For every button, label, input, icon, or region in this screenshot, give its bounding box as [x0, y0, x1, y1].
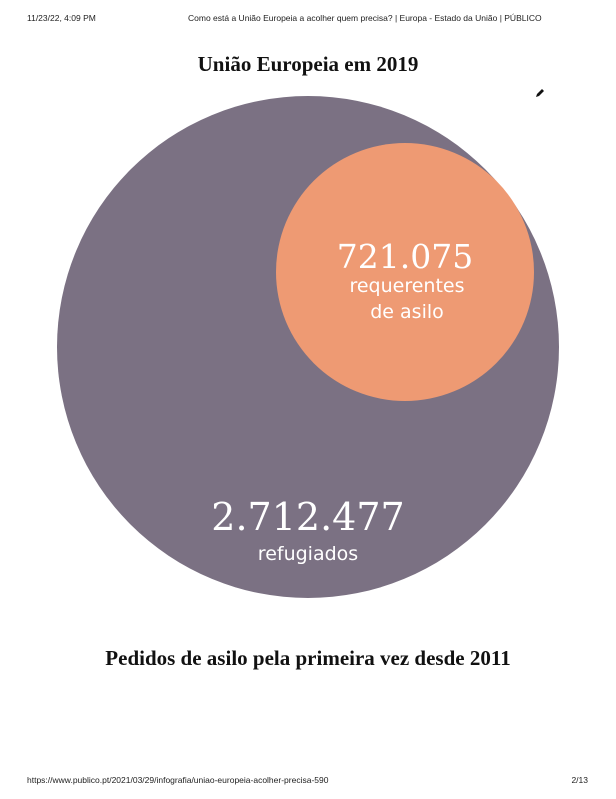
infographic-title: União Europeia em 2019	[197, 52, 419, 76]
pencil-icon[interactable]	[534, 87, 546, 99]
requerentes-value: 721.075	[337, 237, 473, 276]
refugiados-label: refugiados	[258, 543, 358, 565]
print-footer: https://www.publico.pt/2021/03/29/infogr…	[0, 775, 616, 789]
print-page-title: Como está a União Europeia a acolher que…	[188, 13, 542, 23]
print-header: 11/23/22, 4:09 PM Como está a União Euro…	[0, 13, 616, 27]
requerentes-label-line-1: requerentes	[349, 275, 464, 297]
refugiados-value: 2.712.477	[211, 495, 404, 539]
requerentes-label-line-2: de asilo	[370, 301, 444, 323]
print-url: https://www.publico.pt/2021/03/29/infogr…	[27, 775, 329, 785]
print-date: 11/23/22, 4:09 PM	[27, 13, 96, 23]
bubble-requerentes	[276, 143, 534, 401]
next-section-title: Pedidos de asilo pela primeira vez desde…	[105, 646, 511, 670]
print-page-number: 2/13	[571, 775, 588, 785]
